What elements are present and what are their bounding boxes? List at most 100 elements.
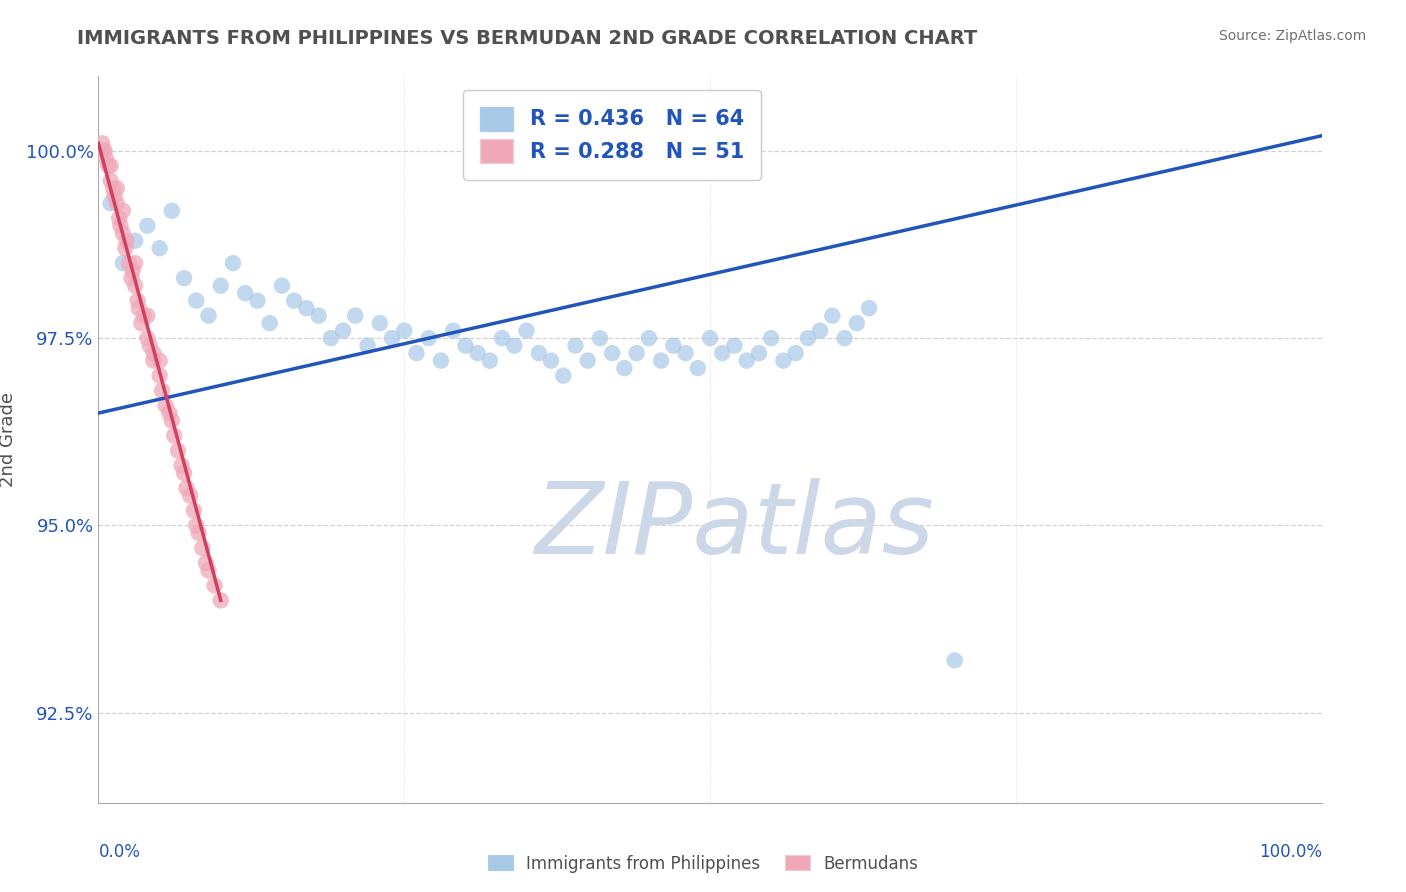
Point (368, 316, 391, 330)
Point (142, 346, 165, 360)
Text: IMMIGRANTS FROM PHILIPPINES VS BERMUDAN 2ND GRADE CORRELATION CHART: IMMIGRANTS FROM PHILIPPINES VS BERMUDAN … (77, 29, 977, 48)
Point (675, 346, 697, 360)
Point (467, 346, 489, 360)
Point (160, 413, 183, 427)
Point (637, 331, 661, 345)
Point (157, 406, 180, 420)
Point (319, 331, 342, 345)
Point (576, 353, 599, 368)
Point (124, 234, 146, 248)
Point (173, 271, 195, 285)
Point (204, 578, 226, 592)
Point (105, 181, 128, 195)
Point (381, 331, 404, 345)
Point (187, 526, 209, 541)
Point (344, 309, 367, 323)
Point (748, 346, 770, 360)
Point (118, 256, 141, 270)
Point (233, 286, 256, 301)
Point (149, 353, 172, 368)
Point (195, 556, 218, 570)
Point (808, 324, 831, 338)
Point (270, 278, 294, 293)
Point (139, 338, 162, 352)
Point (430, 353, 453, 368)
Point (222, 256, 245, 270)
Point (91, 144, 114, 158)
Point (785, 346, 807, 360)
Point (553, 368, 575, 383)
Point (115, 234, 138, 248)
Point (111, 256, 134, 270)
Point (103, 188, 125, 202)
Point (128, 301, 150, 315)
Point (711, 346, 734, 360)
Point (186, 293, 208, 308)
Point (110, 219, 132, 233)
Point (405, 346, 427, 360)
Point (246, 293, 269, 308)
Point (209, 593, 232, 607)
Point (127, 293, 149, 308)
Point (155, 399, 177, 413)
Point (491, 331, 513, 345)
Point (600, 346, 623, 360)
Point (699, 331, 721, 345)
Point (160, 203, 183, 218)
Point (173, 466, 195, 480)
Point (772, 353, 794, 368)
Point (93, 144, 115, 158)
Legend: R = 0.436   N = 64, R = 0.288   N = 51: R = 0.436 N = 64, R = 0.288 N = 51 (464, 90, 761, 179)
Point (626, 346, 648, 360)
Point (132, 309, 155, 323)
Point (454, 338, 477, 352)
Point (163, 428, 186, 442)
Point (170, 458, 193, 473)
Point (136, 219, 159, 233)
Point (179, 489, 201, 503)
Point (100, 159, 122, 173)
Point (418, 331, 440, 345)
Point (834, 331, 856, 345)
Point (761, 331, 783, 345)
Point (101, 181, 124, 195)
Point (295, 301, 318, 315)
Point (259, 316, 281, 330)
Point (149, 241, 172, 255)
Y-axis label: 2nd Grade: 2nd Grade (0, 392, 17, 487)
Point (186, 518, 208, 533)
Point (478, 353, 501, 368)
Point (441, 324, 464, 338)
Point (191, 541, 214, 555)
Point (197, 564, 219, 578)
Point (124, 256, 146, 270)
Point (735, 353, 758, 368)
Point (149, 368, 172, 383)
Point (100, 174, 122, 188)
Text: ZIPatlas: ZIPatlas (534, 478, 935, 575)
Point (142, 353, 165, 368)
Point (209, 278, 232, 293)
Point (589, 331, 612, 345)
Point (540, 353, 562, 368)
Point (94, 151, 117, 165)
Point (283, 293, 305, 308)
Point (356, 338, 378, 352)
Point (111, 226, 134, 240)
Point (821, 309, 844, 323)
Point (136, 309, 159, 323)
Legend: Immigrants from Philippines, Bermudans: Immigrants from Philippines, Bermudans (481, 848, 925, 880)
Point (97, 159, 120, 173)
Point (662, 338, 685, 352)
Point (943, 653, 966, 667)
Point (183, 503, 205, 517)
Point (845, 316, 868, 330)
Point (129, 316, 152, 330)
Text: 0.0%: 0.0% (98, 843, 141, 861)
Point (332, 324, 354, 338)
Point (91, 136, 114, 151)
Point (124, 278, 146, 293)
Point (167, 443, 190, 458)
Point (858, 301, 880, 315)
Point (527, 346, 550, 360)
